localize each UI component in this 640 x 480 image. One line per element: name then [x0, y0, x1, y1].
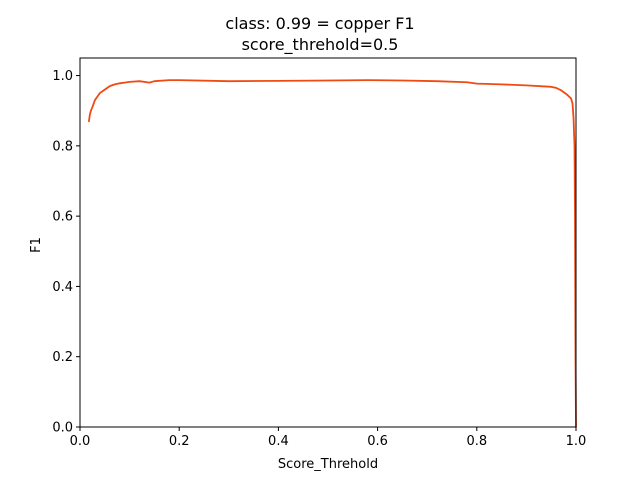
x-tick-label-4: 0.8: [466, 434, 487, 449]
x-axis-label: Score_Threhold: [278, 457, 378, 472]
x-tick-label-0: 0.0: [70, 434, 91, 449]
chart-title-line-1: class: 0.99 = copper F1: [225, 14, 414, 33]
y-axis-label: F1: [29, 237, 44, 253]
y-tick-label-5: 1.0: [52, 69, 73, 84]
y-tick-label-2: 0.4: [52, 280, 73, 295]
y-tick-label-4: 0.8: [52, 139, 73, 154]
axes-frame: [79, 57, 577, 428]
x-tick-label-1: 0.2: [169, 434, 190, 449]
x-tick-label-2: 0.4: [268, 434, 289, 449]
y-tick-label-3: 0.6: [52, 210, 73, 225]
x-tick-label-5: 1.0: [566, 434, 587, 449]
y-tick-label-0: 0.0: [52, 421, 73, 436]
x-tick-label-3: 0.6: [367, 434, 388, 449]
chart-title-line-2: score_threhold=0.5: [242, 35, 399, 55]
plot-area: 0.0 0.2 0.4 0.6 0.8 1.0 0.0 0.2 0.4 0.6 0.8 1.0: [52, 57, 587, 449]
series-line-0: [88, 79, 577, 428]
y-tick-label-1: 0.2: [52, 350, 73, 365]
